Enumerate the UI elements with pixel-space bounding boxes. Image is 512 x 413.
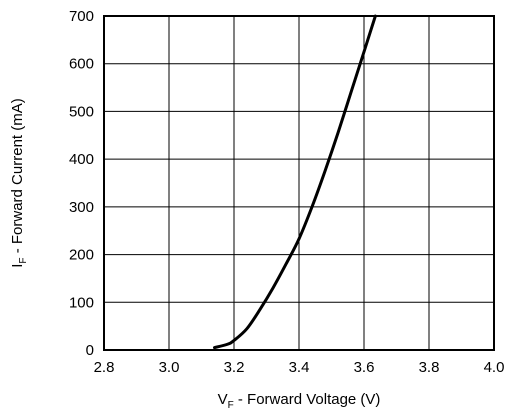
y-tick-label: 600 (69, 56, 94, 73)
y-tick-label: 100 (69, 294, 94, 311)
y-tick-label: 200 (69, 247, 94, 264)
x-axis-label: VF - Forward Voltage (V) (218, 391, 381, 411)
y-tick-labels: 0 100 200 300 400 500 600 700 (69, 8, 94, 359)
x-tick-label: 4.0 (484, 359, 505, 376)
y-tick-label: 300 (69, 199, 94, 216)
y-tick-label: 500 (69, 103, 94, 120)
x-tick-label: 3.4 (289, 359, 310, 376)
grid (103, 15, 495, 351)
y-axis-label-rest: - Forward Current (mA) (9, 98, 26, 257)
y-axis-label-subscript: F (18, 257, 29, 263)
plot-frame (103, 15, 495, 351)
y-axis-label-main: I (9, 264, 26, 268)
x-tick-label: 3.6 (354, 359, 375, 376)
x-tick-labels: 2.8 3.0 3.2 3.4 3.6 3.8 4.0 (94, 359, 505, 376)
series-line (213, 14, 377, 350)
y-axis-label: IF - Forward Current (mA) (9, 98, 29, 267)
y-tick-label: 0 (86, 342, 94, 359)
y-tick-label: 700 (69, 8, 94, 25)
x-tick-label: 2.8 (94, 359, 115, 376)
x-tick-label: 3.2 (224, 359, 245, 376)
series-layer (213, 14, 377, 350)
x-axis-label-rest: - Forward Voltage (V) (234, 391, 381, 408)
x-axis-label-subscript: F (228, 400, 234, 411)
x-tick-label: 3.8 (419, 359, 440, 376)
x-tick-label: 3.0 (159, 359, 180, 376)
x-axis-label-main: V (218, 391, 228, 408)
y-tick-label: 400 (69, 151, 94, 168)
